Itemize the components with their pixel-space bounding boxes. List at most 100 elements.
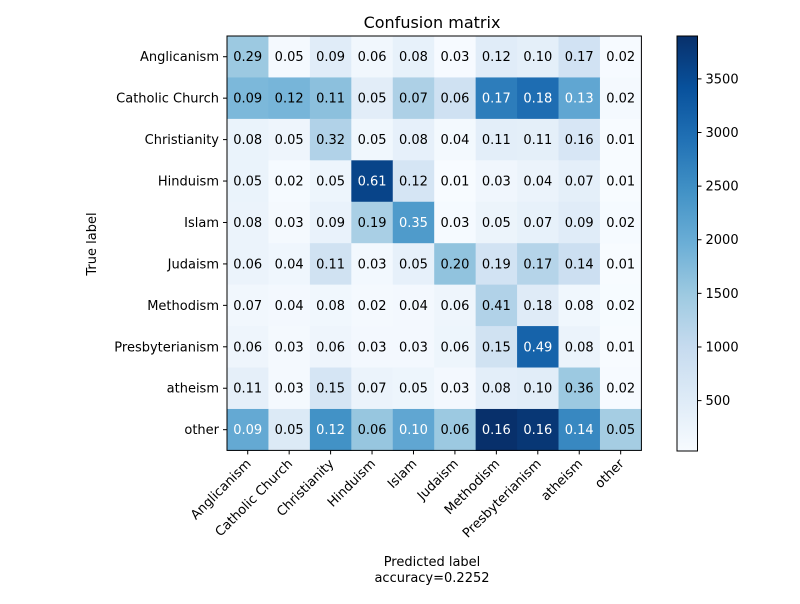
x-tick-label: Presbyterianism [460, 457, 545, 542]
cell-value-label: 0.08 [233, 133, 262, 148]
cell-value-label: 0.20 [440, 257, 469, 272]
cell-value-label: 0.11 [233, 382, 262, 397]
heatmap-cell [268, 284, 311, 327]
heatmap-cell [351, 408, 394, 451]
cell-value-label: 0.19 [358, 216, 387, 231]
x-tick-label: other [592, 456, 628, 492]
colorbar-tick-label: 500 [706, 394, 731, 409]
heatmap-cell [475, 36, 518, 78]
cell-value-label: 0.03 [358, 340, 387, 355]
heatmap-cell [309, 367, 352, 410]
cell-value-label: 0.02 [606, 299, 635, 314]
cell-value-label: 0.03 [399, 340, 428, 355]
heatmap-cell [434, 326, 477, 369]
cell-value-label: 0.03 [275, 216, 304, 231]
heatmap-cell [558, 284, 601, 327]
heatmap-cell [351, 36, 394, 78]
cell-value-label: 0.07 [358, 382, 387, 397]
cell-value-label: 0.61 [358, 175, 387, 190]
heatmap-cell [351, 326, 394, 369]
heatmap-cell [227, 36, 269, 78]
heatmap-cell [227, 243, 269, 286]
heatmap-cell [268, 408, 311, 451]
heatmap-cell [227, 408, 269, 451]
heatmap-cell [558, 367, 601, 410]
cell-value-label: 0.01 [606, 175, 635, 190]
cell-value-label: 0.03 [275, 382, 304, 397]
cell-value-label: 0.04 [440, 133, 469, 148]
heatmap-cell [227, 201, 269, 244]
heatmap-cell [268, 367, 311, 410]
y-tick-label: Anglicanism [140, 50, 219, 65]
cell-value-label: 0.10 [399, 423, 428, 438]
heatmap-cell [599, 367, 642, 410]
heatmap-cell [475, 118, 518, 161]
cell-value-label: 0.35 [399, 216, 428, 231]
y-tick-label: Catholic Church [116, 92, 219, 107]
cell-value-label: 0.13 [565, 92, 594, 107]
cell-value-label: 0.04 [275, 299, 304, 314]
heatmap-cell [434, 77, 477, 120]
colorbar-gradient [676, 35, 698, 452]
cell-value-label: 0.04 [275, 257, 304, 272]
heatmap-cells [226, 35, 642, 451]
heatmap-cell [558, 408, 601, 451]
y-tick-label: Judaism [167, 257, 219, 272]
x-tick-label: atheism [538, 457, 586, 505]
heatmap-cell [517, 367, 560, 410]
heatmap-cell [517, 201, 560, 244]
cell-value-label: 0.14 [565, 257, 594, 272]
cell-value-label: 0.07 [565, 175, 594, 190]
heatmap-cell [392, 160, 435, 203]
heatmap-cell [517, 284, 560, 327]
y-axis-label: True label [85, 212, 100, 276]
heatmap-cell [392, 408, 435, 451]
cell-value-label: 0.05 [358, 92, 387, 107]
y-tick-label: Islam [184, 216, 219, 231]
x-tick-label: Islam [385, 457, 420, 492]
colorbar-tick-label: 1000 [706, 340, 739, 355]
heatmap-cell [558, 326, 601, 369]
heatmap-cell [392, 118, 435, 161]
heatmap-cell [227, 284, 269, 327]
y-tick-label: Presbyterianism [114, 340, 219, 355]
cell-value-label: 0.03 [440, 216, 469, 231]
cell-value-label: 0.01 [606, 257, 635, 272]
cell-value-label: 0.05 [316, 175, 345, 190]
cell-value-label: 0.08 [233, 216, 262, 231]
heatmap-cell [599, 243, 642, 286]
heatmap-cell [558, 160, 601, 203]
heatmap-cell [351, 160, 394, 203]
cell-value-label: 0.02 [275, 175, 304, 190]
cell-value-label: 0.06 [358, 423, 387, 438]
heatmap-cell [309, 160, 352, 203]
heatmap-cell [517, 118, 560, 161]
heatmap-cell [392, 284, 435, 327]
heatmap-cell [599, 408, 642, 451]
cell-value-label: 0.03 [482, 175, 511, 190]
colorbar-tick-label: 3000 [706, 126, 739, 141]
heatmap-cell [599, 77, 642, 120]
heatmap-cell [475, 77, 518, 120]
cell-value-label: 0.29 [233, 50, 262, 65]
cell-value-label: 0.06 [233, 257, 262, 272]
y-tick-label: other [184, 423, 219, 438]
cell-value-label: 0.17 [523, 257, 552, 272]
cell-value-label: 0.08 [565, 299, 594, 314]
heatmap-cell [351, 201, 394, 244]
heatmap-cell [434, 118, 477, 161]
colorbar-tick-label: 1500 [706, 287, 739, 302]
cell-value-label: 0.05 [399, 257, 428, 272]
heatmap-cell [599, 326, 642, 369]
cell-value-label: 0.04 [523, 175, 552, 190]
heatmap-cell [475, 201, 518, 244]
heatmap-cell [434, 243, 477, 286]
colorbar-tick-label: 2000 [706, 233, 739, 248]
cell-value-label: 0.06 [440, 340, 469, 355]
heatmap-cell [309, 201, 352, 244]
cell-value-label: 0.04 [399, 299, 428, 314]
cell-value-label: 0.08 [565, 340, 594, 355]
heatmap-cell [475, 326, 518, 369]
cell-value-label: 0.17 [565, 50, 594, 65]
